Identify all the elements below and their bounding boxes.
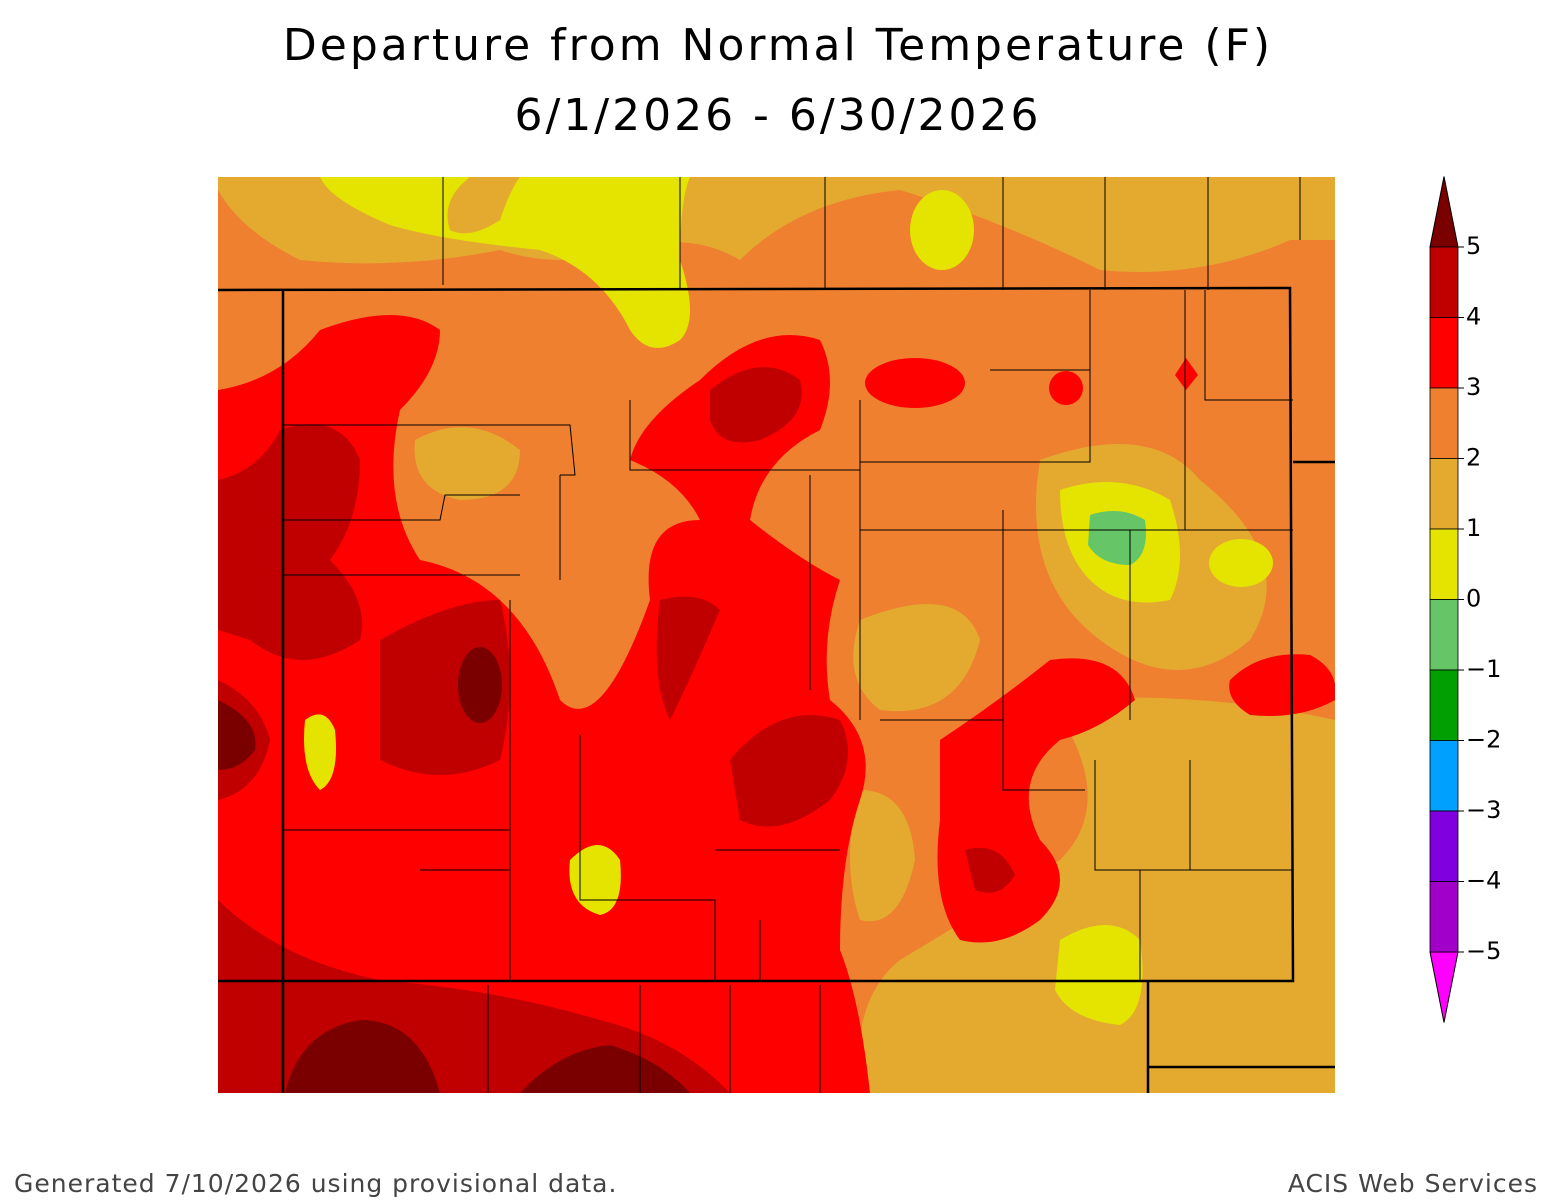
colorbar-bin <box>1429 599 1459 671</box>
footer-right: ACIS Web Services <box>1288 1169 1538 1198</box>
colorbar-bin <box>1429 387 1459 459</box>
footer-left: Generated 7/10/2026 using provisional da… <box>14 1169 617 1198</box>
map <box>218 177 1335 1093</box>
colorbar-bin <box>1429 740 1459 812</box>
colorbar-tick-label: −5 <box>1466 937 1501 965</box>
colorbar-tick-label: 4 <box>1466 303 1481 331</box>
title: Departure from Normal Temperature (F) <box>283 20 1273 71</box>
colorbar-bin <box>1429 669 1459 741</box>
colorbar-cap <box>1429 951 1459 1023</box>
colorbar-bin <box>1429 881 1459 953</box>
colorbar-cap <box>1429 176 1459 248</box>
colorbar-tick-label: 1 <box>1466 514 1481 542</box>
colorbar-tick-label: −3 <box>1466 796 1501 824</box>
colorbar-tick-label: 5 <box>1466 232 1481 260</box>
colorbar-tick-label: −4 <box>1466 867 1501 895</box>
colorbar: 5 4 3 2 1 0 −1 −2 −3 −4 −5 <box>1429 176 1501 1023</box>
colorbar-bin <box>1429 810 1459 882</box>
colorbar-tick-label: 3 <box>1466 373 1481 401</box>
colorbar-tick-label: 0 <box>1466 585 1481 613</box>
colorbar-bin <box>1429 528 1459 600</box>
colorbar-bin <box>1429 246 1459 318</box>
colorbar-tick-label: −1 <box>1466 655 1501 683</box>
colorbar-tick-label: −2 <box>1466 726 1501 754</box>
colorbar-bin <box>1429 458 1459 530</box>
colorbar-tick-label: 2 <box>1466 444 1481 472</box>
subtitle: 6/1/2026 - 6/30/2026 <box>514 90 1041 141</box>
colorbar-bin <box>1429 317 1459 389</box>
